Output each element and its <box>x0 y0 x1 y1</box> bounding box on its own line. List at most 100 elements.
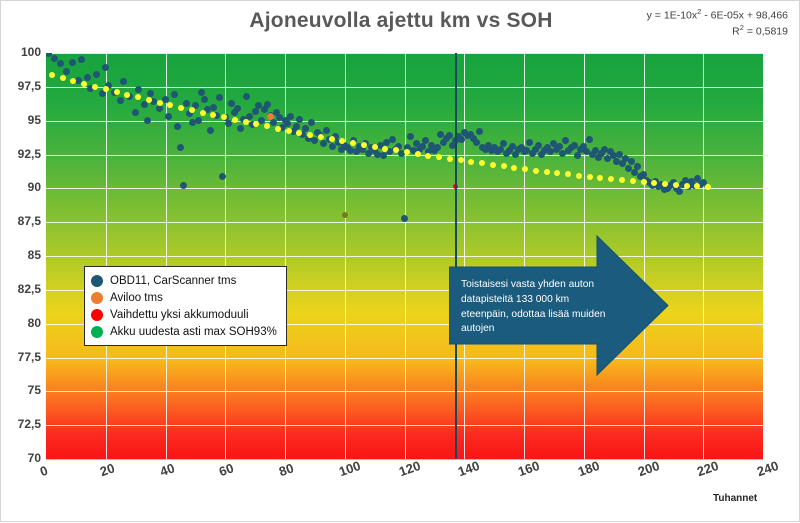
scatter-point <box>401 214 408 222</box>
scatter-point <box>87 84 95 92</box>
trendline-dot <box>81 80 88 87</box>
scatter-point <box>484 141 492 149</box>
scatter-point <box>675 187 683 195</box>
trendline-dot <box>360 141 367 148</box>
scatter-point <box>365 149 373 157</box>
scatter-point <box>233 104 241 112</box>
scatter-point <box>409 146 417 154</box>
legend-item: Vaihdettu yksi akkumoduuli <box>91 306 277 323</box>
scatter-point <box>505 146 513 154</box>
scatter-point <box>601 145 609 153</box>
trendline-dot <box>468 158 475 165</box>
scatter-point <box>242 92 250 100</box>
trendline-dot <box>597 174 604 181</box>
scatter-point <box>472 138 480 146</box>
scatter-point <box>610 152 618 160</box>
legend-item: Akku uudesta asti max SOH93% <box>91 323 277 340</box>
scatter-point <box>296 115 304 123</box>
x-axis-tick-label: 20 <box>97 460 117 480</box>
scatter-point <box>191 102 199 110</box>
scatter-point <box>466 130 474 138</box>
scatter-point <box>475 127 483 135</box>
scatter-point <box>120 77 128 85</box>
legend-swatch-icon <box>91 325 103 338</box>
scatter-point <box>559 149 567 157</box>
scatter-point <box>212 111 220 119</box>
trendline-dot <box>511 164 518 171</box>
scatter-point <box>275 114 283 122</box>
scatter-point <box>69 58 77 66</box>
scatter-point <box>141 100 149 108</box>
scatter-point <box>395 142 403 150</box>
legend-item-label: Vaihdettu yksi akkumoduuli <box>110 308 249 321</box>
trendline-dot <box>608 175 615 182</box>
scatter-point <box>556 142 564 150</box>
scatter-point <box>427 141 435 149</box>
trendline-dot <box>70 78 77 85</box>
trendline-dot <box>59 75 66 82</box>
scatter-point <box>371 146 379 154</box>
scatter-point <box>338 145 346 153</box>
scatter-point <box>448 141 456 149</box>
scatter-point <box>218 172 226 180</box>
trendline-dot <box>500 163 507 170</box>
x-axis-tick-label: 140 <box>456 457 482 480</box>
y-axis-tick-label: 82,5 <box>17 281 41 296</box>
trendline-dot <box>113 89 120 96</box>
trendline-dot <box>414 150 421 157</box>
y-axis-tick-label: 95 <box>27 112 41 127</box>
scatter-point <box>176 144 184 152</box>
scatter-point <box>487 146 495 154</box>
scatter-point <box>678 180 686 188</box>
legend-item-label: Aviloo tms <box>110 291 163 304</box>
r-squared-value: R2 = 0,5819 <box>732 22 788 38</box>
scatter-point <box>57 60 65 68</box>
x-axis-tick-label: 220 <box>695 457 721 480</box>
scatter-point <box>625 164 633 172</box>
gridline <box>464 53 466 459</box>
scatter-point <box>266 113 274 121</box>
y-axis-tick-label: 77,5 <box>17 349 41 364</box>
trendline-dot <box>522 166 529 173</box>
scatter-point <box>598 149 606 157</box>
scatter-point <box>182 99 190 107</box>
trendline-dot <box>339 137 346 144</box>
scatter-point <box>681 176 689 184</box>
scatter-point <box>209 103 217 111</box>
scatter-point <box>496 145 504 153</box>
scatter-point <box>200 95 208 103</box>
legend-item-label: Akku uudesta asti max SOH93% <box>110 325 277 338</box>
y-axis-tick-label: 92,5 <box>17 146 41 161</box>
gridline <box>524 53 525 459</box>
legend-item: Aviloo tms <box>91 289 277 306</box>
scatter-point <box>538 151 546 158</box>
scatter-point <box>353 148 361 156</box>
trendline-dot <box>296 129 303 136</box>
scatter-point <box>502 149 510 157</box>
scatter-point <box>406 133 414 141</box>
trendline-dot <box>457 157 464 164</box>
scatter-point <box>666 182 674 190</box>
scatter-point <box>445 132 453 140</box>
x-axis-tick-label: 240 <box>755 457 781 480</box>
y-axis-tick-label: 70 <box>27 451 41 465</box>
x-axis-tick-label: 100 <box>336 457 363 480</box>
scatter-point <box>341 212 348 219</box>
legend-swatch-icon <box>91 291 103 304</box>
scatter-point <box>550 140 558 148</box>
y-axis-tick-label: 80 <box>27 315 41 330</box>
scatter-point <box>490 144 498 152</box>
scatter-point <box>622 155 630 163</box>
trendline-dot <box>135 94 141 101</box>
scatter-point <box>290 127 298 135</box>
gridline <box>165 53 167 459</box>
gridline <box>105 53 107 459</box>
scatter-point <box>529 149 537 157</box>
scatter-point <box>586 136 594 144</box>
scatter-point <box>526 138 534 146</box>
scatter-point <box>278 123 286 131</box>
trendline-dot <box>586 173 593 180</box>
y-axis-tick-label: 72,5 <box>17 417 41 432</box>
scatter-point <box>311 137 319 145</box>
